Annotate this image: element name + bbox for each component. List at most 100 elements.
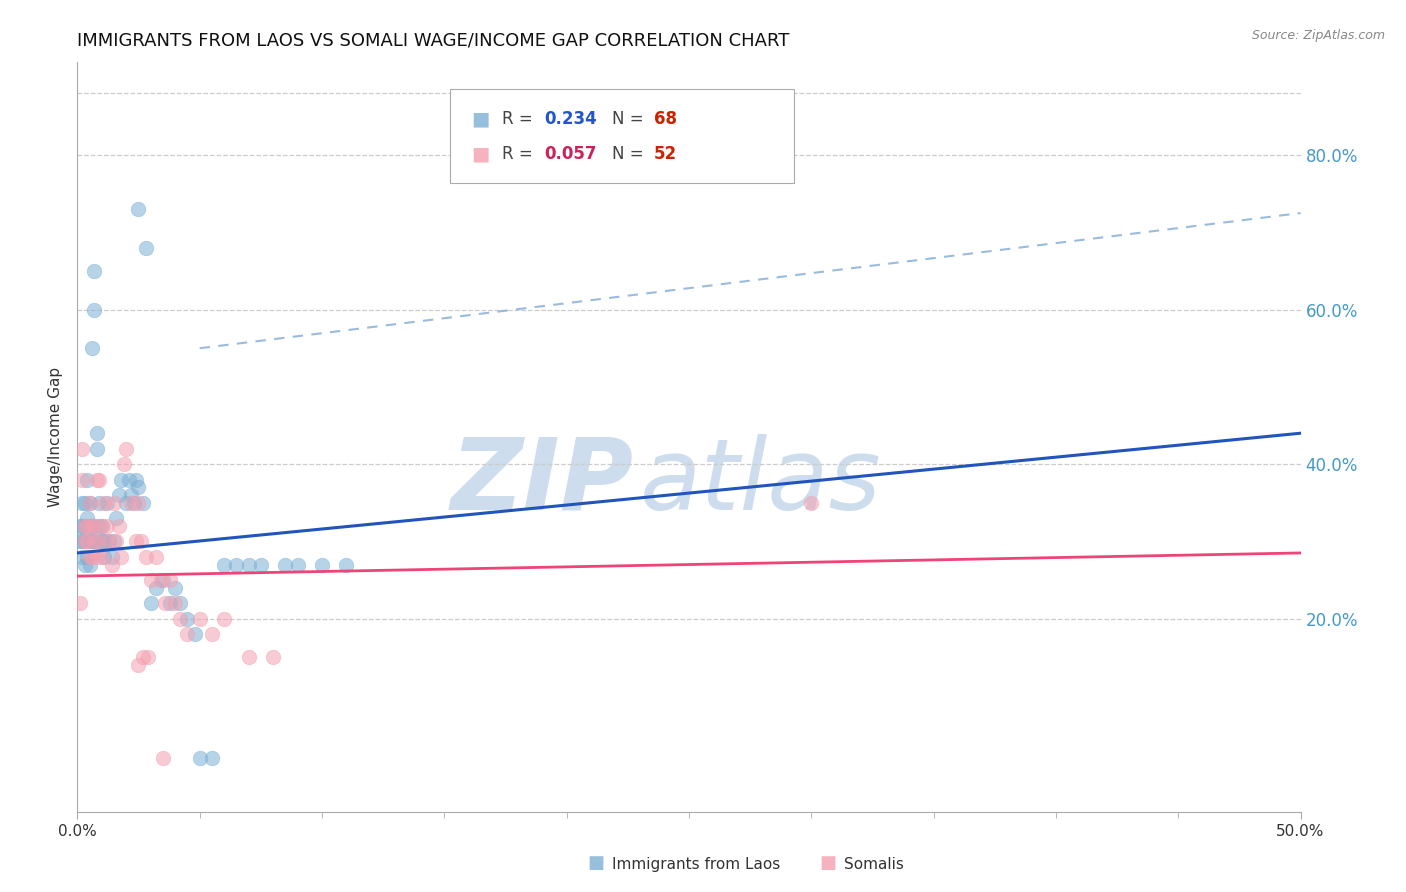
- Point: [105, 511, 128, 525]
- Point: [105, 534, 128, 549]
- Point: [262, 650, 284, 665]
- Point: [73, 496, 96, 510]
- Point: [155, 596, 177, 610]
- Point: [90, 519, 112, 533]
- Point: [80, 519, 103, 533]
- Point: [83, 302, 105, 317]
- Point: [103, 496, 125, 510]
- Text: ■: ■: [471, 145, 489, 164]
- Point: [89, 534, 111, 549]
- Point: [70, 442, 93, 456]
- Point: [145, 549, 167, 564]
- Point: [169, 612, 191, 626]
- Point: [89, 534, 111, 549]
- Point: [145, 581, 167, 595]
- Point: [93, 549, 115, 564]
- Point: [86, 473, 108, 487]
- Point: [80, 534, 103, 549]
- Point: [118, 473, 141, 487]
- Point: [103, 534, 125, 549]
- Point: [212, 558, 235, 572]
- Point: [110, 549, 132, 564]
- Point: [125, 473, 148, 487]
- Point: [76, 534, 98, 549]
- Point: [108, 488, 131, 502]
- Point: [188, 612, 211, 626]
- Point: [76, 511, 98, 525]
- Point: [115, 442, 138, 456]
- Point: [201, 750, 224, 764]
- Text: atlas: atlas: [640, 434, 882, 531]
- Text: IMMIGRANTS FROM LAOS VS SOMALI WAGE/INCOME GAP CORRELATION CHART: IMMIGRANTS FROM LAOS VS SOMALI WAGE/INCO…: [77, 32, 790, 50]
- Text: Immigrants from Laos: Immigrants from Laos: [612, 857, 780, 872]
- Point: [120, 496, 142, 510]
- Point: [152, 573, 174, 587]
- Point: [83, 519, 105, 533]
- Point: [98, 534, 121, 549]
- Point: [96, 519, 118, 533]
- Point: [127, 496, 149, 510]
- Point: [89, 473, 111, 487]
- Point: [100, 558, 122, 572]
- Point: [238, 558, 260, 572]
- Text: Source: ZipAtlas.com: Source: ZipAtlas.com: [1251, 29, 1385, 43]
- Point: [69, 596, 91, 610]
- Point: [80, 519, 103, 533]
- Point: [125, 534, 148, 549]
- Point: [98, 534, 121, 549]
- Text: ■: ■: [471, 109, 489, 128]
- Point: [93, 496, 115, 510]
- Point: [115, 496, 138, 510]
- Point: [184, 627, 207, 641]
- Point: [165, 581, 187, 595]
- Point: [136, 650, 159, 665]
- Point: [274, 558, 297, 572]
- Point: [76, 519, 98, 533]
- Text: ZIP: ZIP: [451, 434, 634, 531]
- Point: [90, 549, 112, 564]
- Point: [90, 534, 112, 549]
- Point: [83, 264, 105, 278]
- Point: [100, 549, 122, 564]
- Point: [135, 241, 157, 255]
- Text: 52: 52: [654, 145, 676, 163]
- Point: [287, 558, 309, 572]
- Point: [238, 650, 260, 665]
- Point: [96, 496, 118, 510]
- Point: [93, 534, 115, 549]
- Point: [69, 534, 91, 549]
- Point: [76, 534, 98, 549]
- Point: [70, 534, 93, 549]
- Point: [122, 496, 145, 510]
- Point: [79, 496, 101, 510]
- Text: 0.234: 0.234: [544, 110, 598, 128]
- Point: [73, 534, 96, 549]
- Point: [79, 549, 101, 564]
- Point: [89, 496, 111, 510]
- Point: [73, 519, 96, 533]
- Point: [127, 202, 149, 217]
- Point: [70, 519, 93, 533]
- Point: [139, 596, 162, 610]
- Point: [188, 750, 211, 764]
- Point: [86, 442, 108, 456]
- Point: [225, 558, 247, 572]
- Point: [108, 519, 131, 533]
- Point: [80, 341, 103, 355]
- Point: [132, 496, 155, 510]
- Text: ■: ■: [588, 855, 605, 872]
- Point: [76, 473, 98, 487]
- Point: [165, 596, 187, 610]
- Point: [83, 519, 105, 533]
- Text: N =: N =: [612, 110, 648, 128]
- Point: [79, 496, 101, 510]
- Text: ■: ■: [820, 855, 837, 872]
- Text: R =: R =: [502, 145, 538, 163]
- Point: [80, 549, 103, 564]
- Point: [129, 534, 152, 549]
- Point: [149, 573, 172, 587]
- Point: [70, 549, 93, 564]
- Point: [120, 488, 142, 502]
- Point: [139, 573, 162, 587]
- Point: [127, 657, 149, 672]
